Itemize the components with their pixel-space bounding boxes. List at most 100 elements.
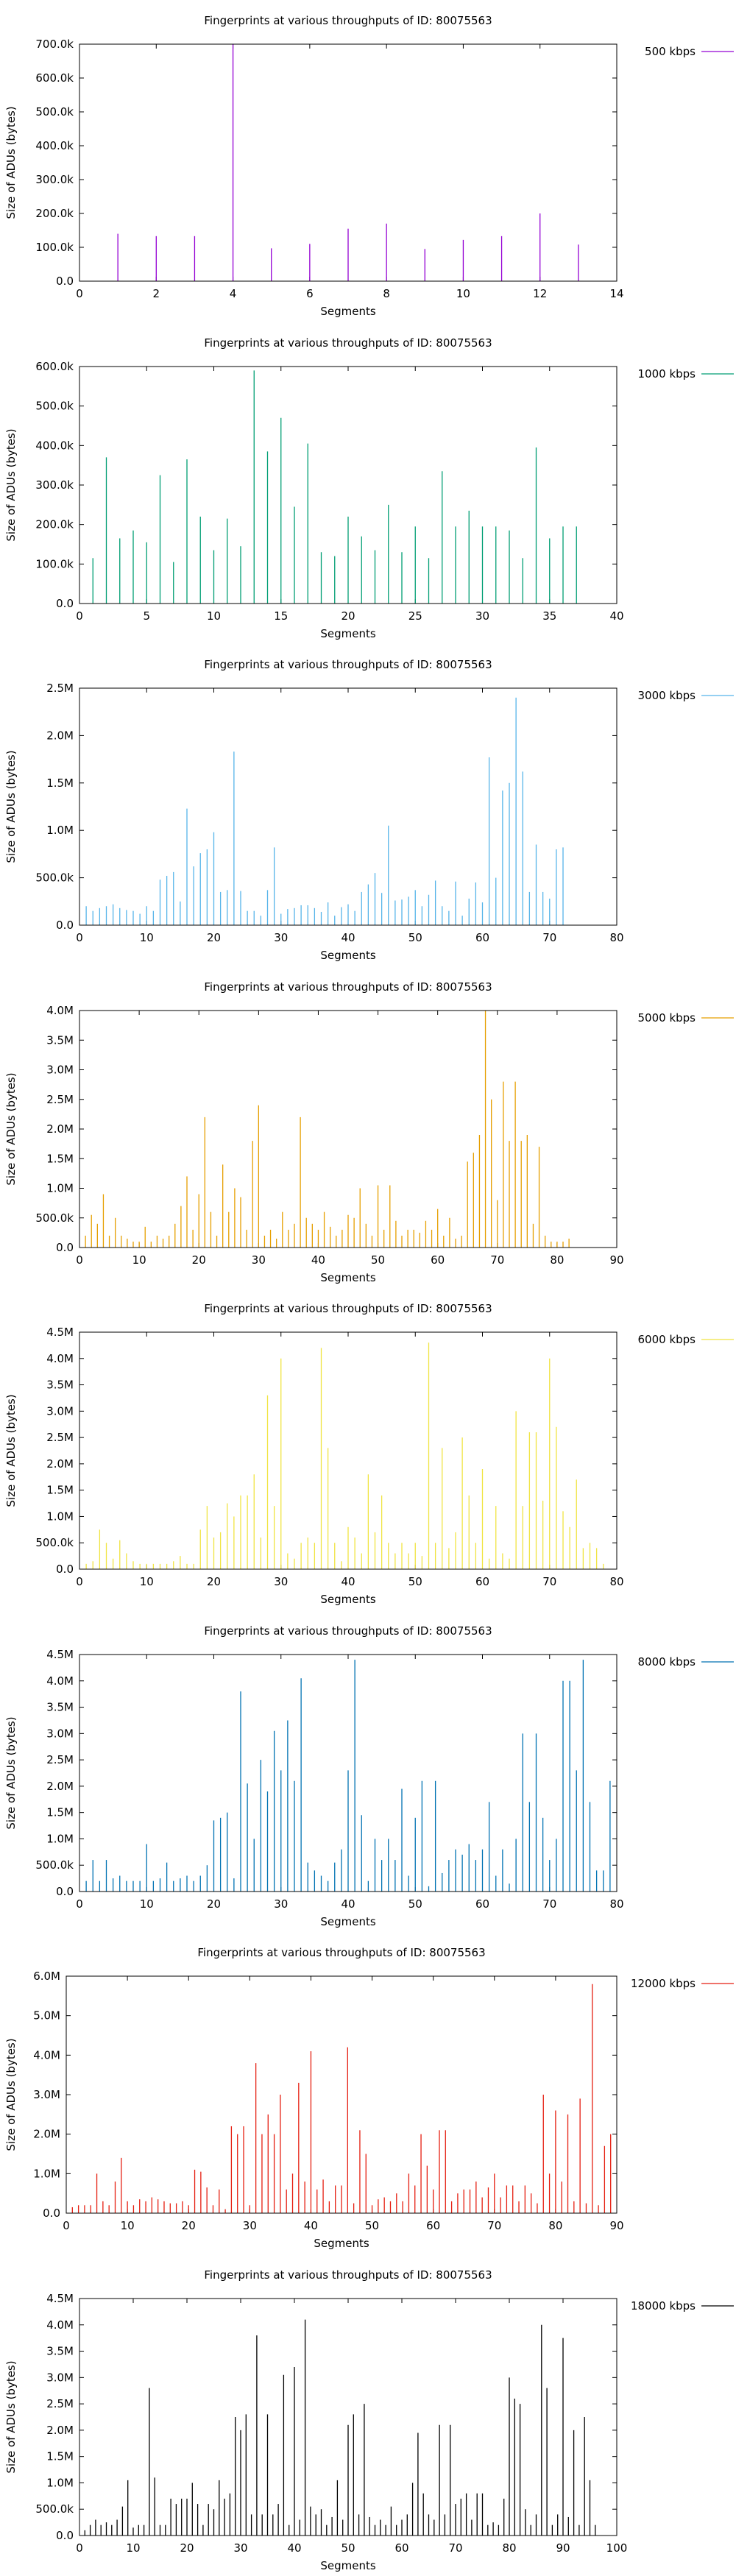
plot-frame	[79, 687, 618, 926]
series-0	[92, 369, 577, 604]
x-tick-label: 60	[475, 931, 489, 944]
y-tick-label: 1.0M	[46, 824, 74, 837]
x-tick-label: 6	[306, 287, 314, 300]
x-tick-label: 4	[230, 287, 237, 300]
y-tick-label: 500.0k	[35, 1858, 74, 1872]
y-axis-label: Size of ADUs (bytes)	[4, 1716, 18, 1829]
y-tick-label: 1.5M	[46, 1152, 74, 1165]
x-tick-label: 90	[609, 2219, 623, 2232]
chart-title: Fingerprints at various throughputs of I…	[204, 658, 492, 671]
x-tick-label: 12	[533, 287, 547, 300]
x-tick-label: 0	[76, 2541, 83, 2555]
x-tick-label: 20	[341, 609, 355, 623]
chart-title: Fingerprints at various throughputs of I…	[197, 1946, 485, 1959]
series-0	[85, 1010, 570, 1248]
x-tick-label: 40	[341, 1575, 355, 1588]
y-axis-label: Size of ADUs (bytes)	[4, 750, 18, 863]
y-tick-label: 2.0M	[33, 2128, 60, 2141]
x-tick-label: 70	[542, 931, 556, 944]
x-tick-label: 2	[153, 287, 160, 300]
y-axis-label: Size of ADUs (bytes)	[4, 106, 18, 219]
x-axis-label: Segments	[320, 627, 376, 640]
chart-5: Fingerprints at various throughputs of I…	[4, 1624, 734, 1928]
series-0	[85, 1342, 604, 1569]
x-tick-label: 8	[383, 287, 390, 300]
legend-label: 12000 kbps	[631, 1977, 696, 1990]
y-tick-label: 1.5M	[46, 1805, 74, 1819]
x-tick-label: 20	[192, 1253, 206, 1267]
x-axis-label: Segments	[320, 949, 376, 962]
x-tick-label: 10	[456, 287, 470, 300]
y-tick-label: 4.5M	[46, 1648, 74, 1661]
x-tick-label: 0	[76, 931, 83, 944]
chart-7: Fingerprints at various throughputs of I…	[4, 2268, 734, 2572]
x-tick-label: 60	[394, 2541, 408, 2555]
legend-label: 6000 kbps	[638, 1333, 696, 1346]
y-tick-label: 100.0k	[35, 241, 74, 254]
chart-title: Fingerprints at various throughputs of I…	[204, 980, 492, 994]
x-tick-label: 20	[180, 2541, 194, 2555]
y-tick-label: 600.0k	[35, 360, 74, 373]
y-tick-label: 2.0M	[46, 2423, 74, 2436]
x-tick-label: 50	[341, 2541, 355, 2555]
x-tick-label: 60	[475, 1575, 489, 1588]
series-0	[117, 44, 579, 281]
y-tick-label: 400.0k	[35, 439, 74, 452]
x-tick-label: 40	[609, 609, 623, 623]
y-tick-label: 100.0k	[35, 557, 74, 570]
y-tick-label: 3.0M	[46, 2371, 74, 2384]
x-tick-label: 70	[448, 2541, 462, 2555]
series-0	[84, 2319, 596, 2536]
y-tick-label: 400.0k	[35, 139, 74, 152]
y-tick-label: 0.0	[56, 919, 74, 932]
x-tick-label: 0	[63, 2219, 70, 2232]
y-tick-label: 3.0M	[46, 1404, 74, 1418]
y-axis-label: Size of ADUs (bytes)	[4, 1394, 18, 1507]
y-tick-label: 0.0	[56, 1885, 74, 1898]
y-tick-label: 3.5M	[46, 2344, 74, 2357]
plot-frame	[79, 1654, 618, 1892]
x-tick-label: 0	[76, 1575, 83, 1588]
x-tick-label: 80	[548, 2219, 562, 2232]
y-tick-label: 1.5M	[46, 2449, 74, 2463]
y-axis-label: Size of ADUs (bytes)	[4, 2360, 18, 2473]
x-tick-label: 15	[274, 609, 288, 623]
x-tick-label: 30	[475, 609, 489, 623]
x-tick-label: 10	[140, 1897, 154, 1911]
chart-1: Fingerprints at various throughputs of I…	[4, 336, 734, 640]
y-tick-label: 1.0M	[46, 1832, 74, 1845]
y-tick-label: 4.0M	[33, 2048, 60, 2062]
x-tick-label: 30	[243, 2219, 257, 2232]
y-tick-label: 500.0k	[35, 2502, 74, 2516]
x-tick-label: 14	[609, 287, 623, 300]
chart-4: Fingerprints at various throughputs of I…	[4, 1302, 734, 1606]
x-tick-label: 10	[121, 2219, 135, 2232]
chart-3: Fingerprints at various throughputs of I…	[4, 980, 734, 1284]
y-tick-label: 4.5M	[46, 1326, 74, 1339]
x-tick-label: 40	[287, 2541, 301, 2555]
x-tick-label: 30	[252, 1253, 266, 1267]
y-tick-label: 4.0M	[46, 2318, 74, 2331]
chart-title: Fingerprints at various throughputs of I…	[204, 14, 492, 27]
y-tick-label: 3.5M	[46, 1700, 74, 1713]
x-tick-label: 25	[408, 609, 422, 623]
x-tick-label: 20	[207, 1575, 221, 1588]
y-tick-label: 2.0M	[46, 1457, 74, 1471]
x-tick-label: 10	[126, 2541, 140, 2555]
y-tick-label: 1.5M	[46, 776, 74, 790]
x-tick-label: 50	[408, 1897, 422, 1911]
x-tick-label: 90	[609, 1253, 623, 1267]
legend-label: 18000 kbps	[631, 2299, 696, 2313]
x-tick-label: 20	[182, 2219, 196, 2232]
x-tick-label: 30	[274, 1897, 288, 1911]
x-tick-label: 70	[490, 1253, 504, 1267]
x-tick-label: 80	[609, 1897, 623, 1911]
y-tick-label: 1.0M	[46, 1510, 74, 1523]
plot-frame	[79, 366, 618, 604]
series-0	[71, 1984, 612, 2213]
legend-label: 3000 kbps	[638, 689, 696, 702]
series-0	[85, 697, 564, 925]
x-tick-label: 90	[556, 2541, 570, 2555]
x-axis-label: Segments	[320, 1915, 376, 1928]
